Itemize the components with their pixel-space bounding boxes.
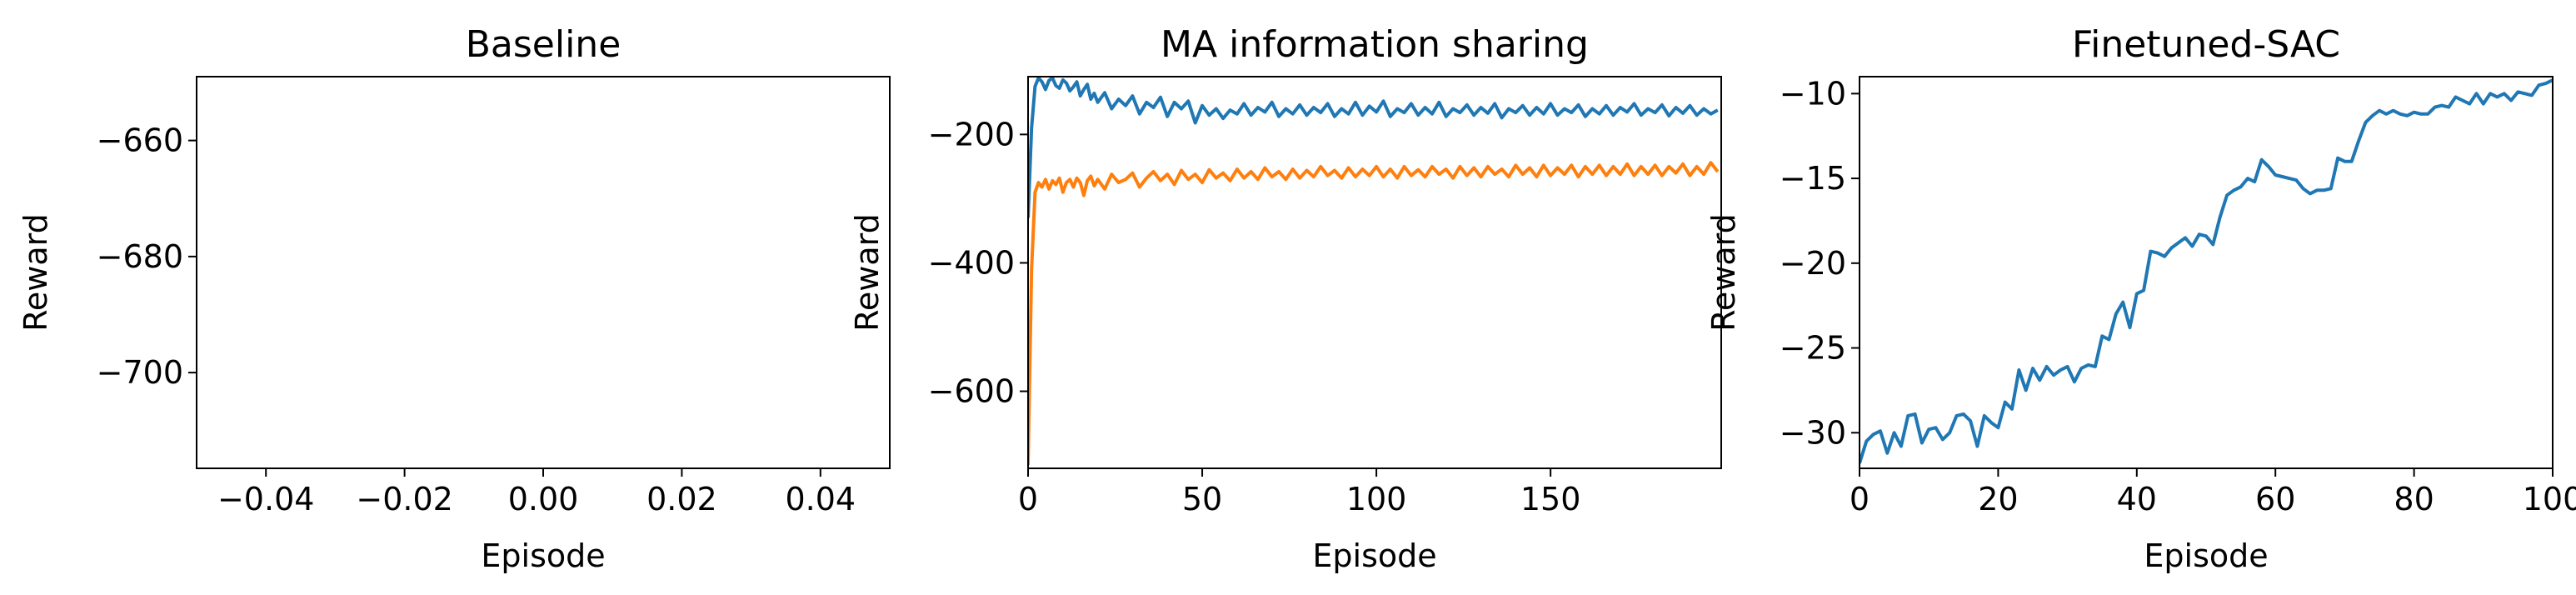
plot-frame [1027,76,1722,469]
y-tick-label: −20 [1780,245,1846,282]
chart-title: MA information sharing [1161,23,1589,66]
chart-panel-1: 0 50 100 150 −200 −400 −600 MA information shar… [849,23,1722,574]
x-tick-label: 0.04 [785,481,856,518]
x-tick-label: 0.02 [646,481,717,518]
y-tick-label: −600 [928,373,1015,410]
chart-panel-2: 0 20 40 60 80 100 −10 −15 −20 −25 −30 Finetuned-SAC… [1705,23,2576,574]
series-line-0 [1028,77,1719,218]
chart-title: Finetuned-SAC [2072,23,2340,66]
x-tick-label: 80 [2394,481,2434,518]
y-axis-label: Reward [17,213,54,332]
x-tick-label: −0.02 [356,481,452,518]
x-tick-label: 100 [2523,481,2576,518]
x-axis-label: Episode [1312,538,1436,574]
y-tick-label: −660 [97,122,183,159]
y-tick-label: −200 [928,116,1015,152]
x-tick-label: 20 [1978,481,2018,518]
x-tick-label: 0 [1850,481,1870,518]
y-tick-label: −680 [97,238,183,275]
y-tick-label: −25 [1780,330,1846,367]
x-tick-label: 0.00 [508,481,579,518]
series-line-0 [1860,78,2553,464]
x-tick-label: 50 [1182,481,1222,518]
y-tick-label: −700 [97,354,183,391]
y-axis-label: Reward [1705,213,1742,332]
y-tick-label: −400 [928,244,1015,281]
plot-frame [1859,76,2554,469]
y-tick-label: −15 [1780,160,1846,197]
x-tick-label: 0 [1018,481,1038,518]
chart-title: Baseline [466,23,622,66]
y-tick-label: −10 [1780,75,1846,112]
x-tick-label: −0.04 [217,481,314,518]
x-axis-label: Episode [2144,538,2268,574]
x-tick-label: 150 [1520,481,1581,518]
chart-panel-0: −0.04 −0.02 0.00 0.02 0.04 −660 −680 −700 Baseli… [17,23,891,574]
series-line-1 [1028,161,1720,466]
x-tick-label: 60 [2255,481,2295,518]
x-tick-label: 100 [1346,481,1407,518]
y-axis-label: Reward [849,213,886,332]
y-tick-label: −30 [1780,414,1846,451]
x-tick-label: 40 [2117,481,2157,518]
plot-frame [196,76,891,469]
x-axis-label: Episode [481,538,605,574]
